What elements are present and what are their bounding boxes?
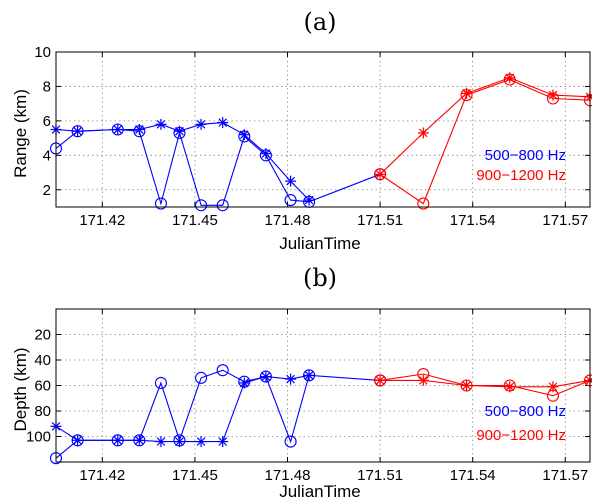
- chart-panel-b: (b)171.42 171.45 171.48 171.51 171.54 171.572…: [11, 264, 592, 500]
- series-line: [56, 130, 380, 206]
- data-point-star: [196, 436, 207, 447]
- legend-entry: 500−800 Hz: [485, 403, 566, 420]
- series-line: [380, 374, 590, 396]
- data-point-star: [196, 119, 207, 130]
- legend-entry: 500−800 Hz: [485, 147, 566, 164]
- y-axis-title: Depth (km): [11, 347, 30, 431]
- y-tick-label: 4: [43, 147, 51, 164]
- y-tick-label: 2: [43, 182, 51, 199]
- chart-panel-a: (a) 171.42 171.45 171.48 171.51 171.54 171.57 2…: [11, 8, 592, 253]
- y-tick-label: 20: [34, 327, 51, 344]
- data-point-star: [418, 375, 429, 386]
- x-tick-label: 171.51: [357, 467, 403, 484]
- data-point-star: [155, 119, 166, 130]
- y-tick-label: 8: [43, 78, 51, 95]
- series-line: [56, 370, 380, 458]
- y-tick-label: 80: [34, 403, 51, 420]
- x-tick-label: 171.51: [357, 212, 403, 229]
- y-axis-title: Range (km): [11, 89, 30, 178]
- data-point-star: [217, 436, 228, 447]
- x-tick-label: 171.42: [79, 212, 125, 229]
- x-tick-label: 171.45: [172, 467, 218, 484]
- data-point-star: [217, 117, 228, 128]
- x-axis-title: JulianTime: [279, 482, 361, 500]
- data-point-star: [418, 127, 429, 138]
- x-tick-label: 171.42: [79, 467, 125, 484]
- panel-title: (a): [303, 8, 336, 36]
- legend-entry: 900−1200 Hz: [476, 427, 566, 444]
- x-axis-title: JulianTime: [279, 234, 361, 253]
- data-point-star: [155, 436, 166, 447]
- x-tick-label: 171.45: [172, 212, 218, 229]
- legend-entry: 900−1200 Hz: [476, 167, 566, 184]
- y-tick-label: 6: [43, 113, 51, 130]
- x-tick-label: 171.57: [542, 467, 588, 484]
- x-tick-label: 171.57: [542, 212, 588, 229]
- data-point-star: [285, 374, 296, 385]
- x-tick-label: 171.48: [265, 212, 311, 229]
- data-point-star: [285, 176, 296, 187]
- y-tick-label: 40: [34, 352, 51, 369]
- y-tick-label: 60: [34, 378, 51, 395]
- panel-title: (b): [303, 264, 337, 292]
- x-tick-label: 171.54: [450, 467, 496, 484]
- x-tick-label: 171.54: [450, 212, 496, 229]
- y-tick-label: 10: [34, 44, 51, 61]
